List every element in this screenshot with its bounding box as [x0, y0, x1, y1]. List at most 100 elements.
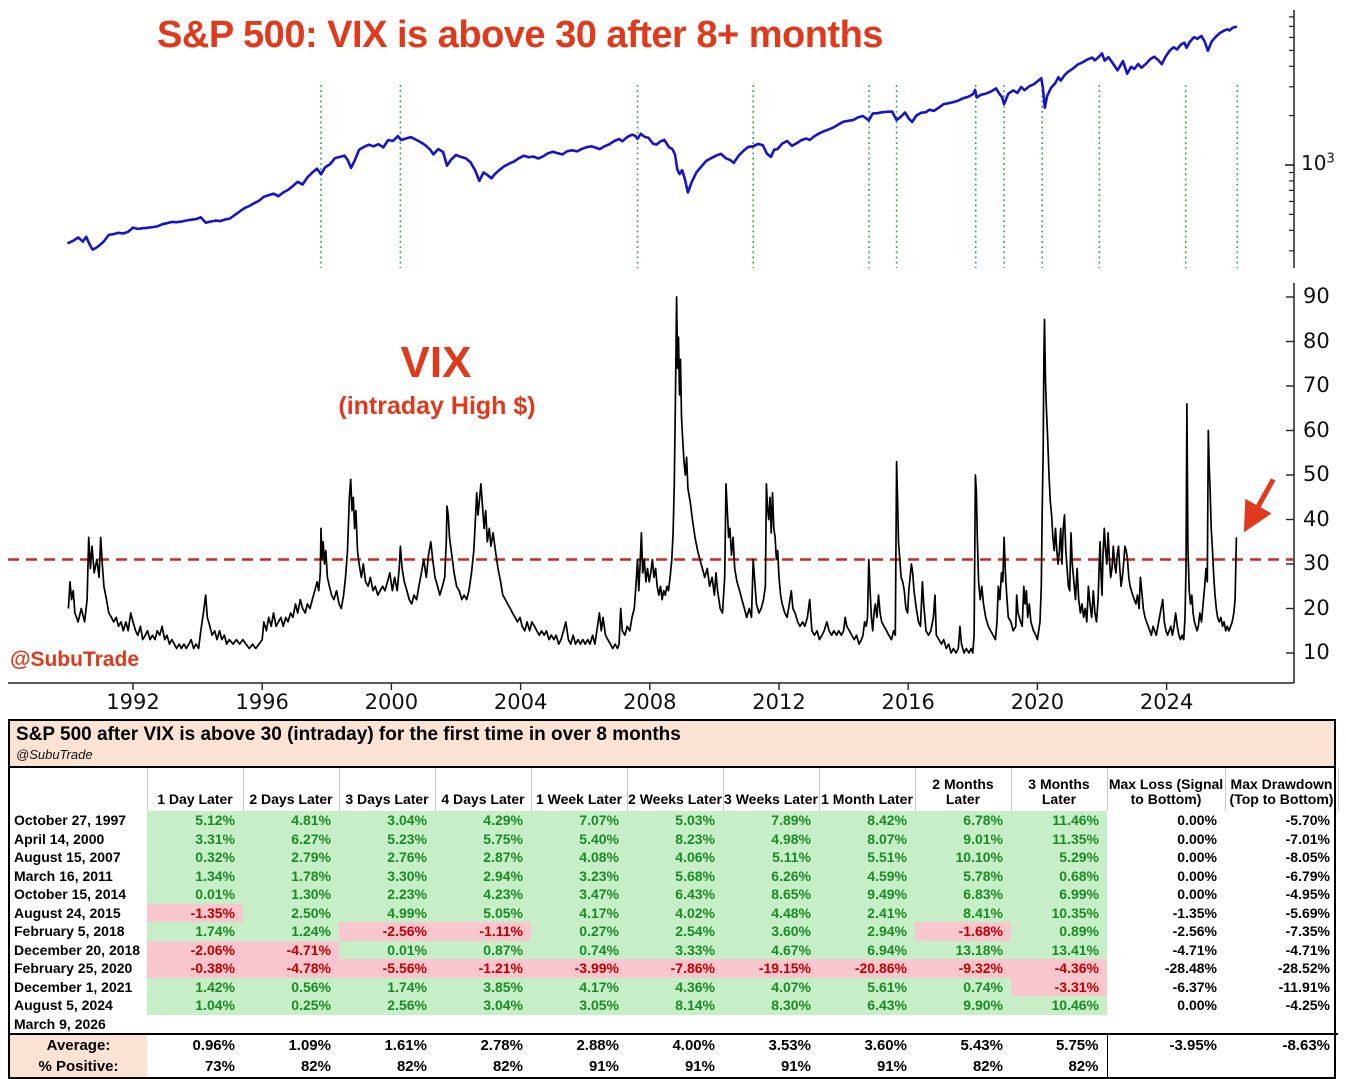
- column-header: 1 Day Later: [146, 768, 244, 811]
- return-cell: 1.42%: [147, 977, 243, 996]
- column-header: 2 Days Later: [242, 768, 340, 811]
- summary-cell: [1106, 1056, 1225, 1077]
- column-header: Max Loss (Signal to Bottom): [1106, 768, 1226, 811]
- return-cell: 4.98%: [723, 829, 819, 848]
- return-cell: 3.47%: [531, 885, 627, 904]
- return-cell: 5.40%: [531, 829, 627, 848]
- vix-y-axis-tick-label: 60: [1303, 417, 1330, 442]
- chart-watermark: @SubuTrade: [10, 648, 139, 671]
- summary-cell: 91%: [780, 1058, 811, 1075]
- return-cell: 6.99%: [1011, 885, 1107, 904]
- x-axis-tick-label: 2024: [1139, 690, 1194, 714]
- return-cell: 1.34%: [147, 866, 243, 885]
- table-row: October 27, 1997 5.12% 4.81% 3.04% 4.29% 7.07…: [10, 811, 1338, 830]
- return-cell: 4.08%: [531, 848, 627, 867]
- return-cell: 3.04%: [435, 996, 531, 1015]
- return-cell: -6.79%: [1285, 867, 1330, 884]
- vix-chart: [8, 283, 1295, 690]
- return-cell: 7.07%: [531, 811, 627, 830]
- summary-cell: 0.96%: [147, 1033, 243, 1056]
- return-cell: 4.48%: [723, 903, 819, 922]
- return-cell: -11.91%: [1278, 978, 1330, 995]
- summary-cell: 3.60%: [819, 1033, 915, 1056]
- return-cell: -4.78%: [243, 959, 339, 978]
- summary-cell: 1.09%: [243, 1033, 339, 1056]
- return-cell: [243, 1015, 339, 1035]
- return-cell: 6.43%: [627, 885, 723, 904]
- signal-date-cell: April 14, 2000: [14, 830, 105, 847]
- return-cell: -1.11%: [435, 922, 531, 941]
- summary-cell: 5.43%: [915, 1033, 1011, 1056]
- return-cell: 0.01%: [339, 940, 435, 959]
- return-cell: 9.90%: [915, 996, 1011, 1015]
- return-cell: 1.78%: [243, 866, 339, 885]
- return-cell: [723, 1015, 819, 1035]
- table-row: December 20, 2018 -2.06% -4.71% 0.01% 0.87% 0…: [10, 940, 1338, 959]
- table-title: S&P 500 after VIX is above 30 (intraday)…: [16, 724, 681, 745]
- return-cell: -6.37%: [1172, 978, 1217, 995]
- return-cell: 0.32%: [147, 848, 243, 867]
- return-cell: 2.87%: [435, 848, 531, 867]
- column-header: 3 Days Later: [338, 768, 436, 811]
- return-cell: 6.83%: [915, 885, 1011, 904]
- signal-date-cell: August 5, 2024: [14, 997, 113, 1014]
- return-cell: -3.99%: [531, 959, 627, 978]
- return-cell: -5.56%: [339, 959, 435, 978]
- summary-cell: 4.00%: [627, 1033, 723, 1056]
- summary-cell: 2.88%: [531, 1033, 627, 1056]
- summary-cell: -3.95%: [1106, 1033, 1225, 1056]
- table-row: February 5, 2018 1.74% 1.24% -2.56% -1.11% 0.…: [10, 922, 1338, 941]
- x-axis-tick-label: 2008: [623, 690, 677, 714]
- summary-cell: 91%: [684, 1058, 715, 1075]
- return-cell: [627, 1015, 723, 1035]
- return-cell: 5.29%: [1011, 848, 1107, 867]
- return-cell: -2.06%: [147, 940, 243, 959]
- vix-y-axis-tick-label: 40: [1303, 506, 1330, 531]
- return-cell: 3.05%: [531, 996, 627, 1015]
- return-cell: 0.00%: [1177, 830, 1217, 847]
- return-cell: 2.94%: [435, 866, 531, 885]
- summary-cell: 82%: [300, 1058, 331, 1075]
- sp500-chart: [67, 10, 1295, 268]
- signal-date-cell: October 15, 2014: [14, 886, 127, 903]
- return-cell: 0.00%: [1177, 997, 1217, 1014]
- column-header: 2 Weeks Later: [626, 768, 724, 811]
- table-row: March 16, 2011 1.34% 1.78% 3.30% 2.94% 3.23% 5…: [10, 866, 1338, 885]
- return-cell: -5.70%: [1285, 812, 1330, 829]
- return-cell: -0.38%: [147, 959, 243, 978]
- return-cell: -1.35%: [147, 903, 243, 922]
- return-cell: 5.11%: [723, 848, 819, 867]
- return-cell: [435, 1015, 531, 1035]
- return-cell: -19.15%: [723, 959, 819, 978]
- return-cell: -8.05%: [1285, 849, 1330, 866]
- return-cell: 10.46%: [1011, 996, 1107, 1015]
- return-cell: -5.69%: [1285, 904, 1330, 921]
- return-cell: 3.30%: [339, 866, 435, 885]
- return-cell: -7.35%: [1285, 923, 1330, 940]
- return-cell: 6.78%: [915, 811, 1011, 830]
- average-row-label: Average:: [10, 1033, 147, 1056]
- return-cell: 0.01%: [147, 885, 243, 904]
- return-cell: 4.23%: [435, 885, 531, 904]
- return-cell: -4.71%: [1172, 941, 1217, 958]
- summary-cell: 82%: [492, 1058, 523, 1075]
- return-cell: 3.23%: [531, 866, 627, 885]
- return-cell: [819, 1015, 915, 1035]
- return-cell: 4.02%: [627, 903, 723, 922]
- return-cell: 0.74%: [915, 977, 1011, 996]
- table-row: December 1, 2021 1.42% 0.56% 1.74% 3.85% 4.17…: [10, 977, 1338, 996]
- return-cell: 5.03%: [627, 811, 723, 830]
- x-axis-tick-label: 1992: [106, 690, 160, 714]
- return-cell: 0.27%: [531, 922, 627, 941]
- summary-cell: 2.78%: [435, 1033, 531, 1056]
- return-cell: 4.36%: [627, 977, 723, 996]
- return-cell: -2.56%: [339, 922, 435, 941]
- return-cell: -1.21%: [435, 959, 531, 978]
- summary-cell: 1.61%: [339, 1033, 435, 1056]
- return-cell: 8.30%: [723, 996, 819, 1015]
- return-cell: 5.23%: [339, 829, 435, 848]
- return-cell: -4.25%: [1285, 997, 1330, 1014]
- return-cell: 2.41%: [819, 903, 915, 922]
- return-cell: 3.60%: [723, 922, 819, 941]
